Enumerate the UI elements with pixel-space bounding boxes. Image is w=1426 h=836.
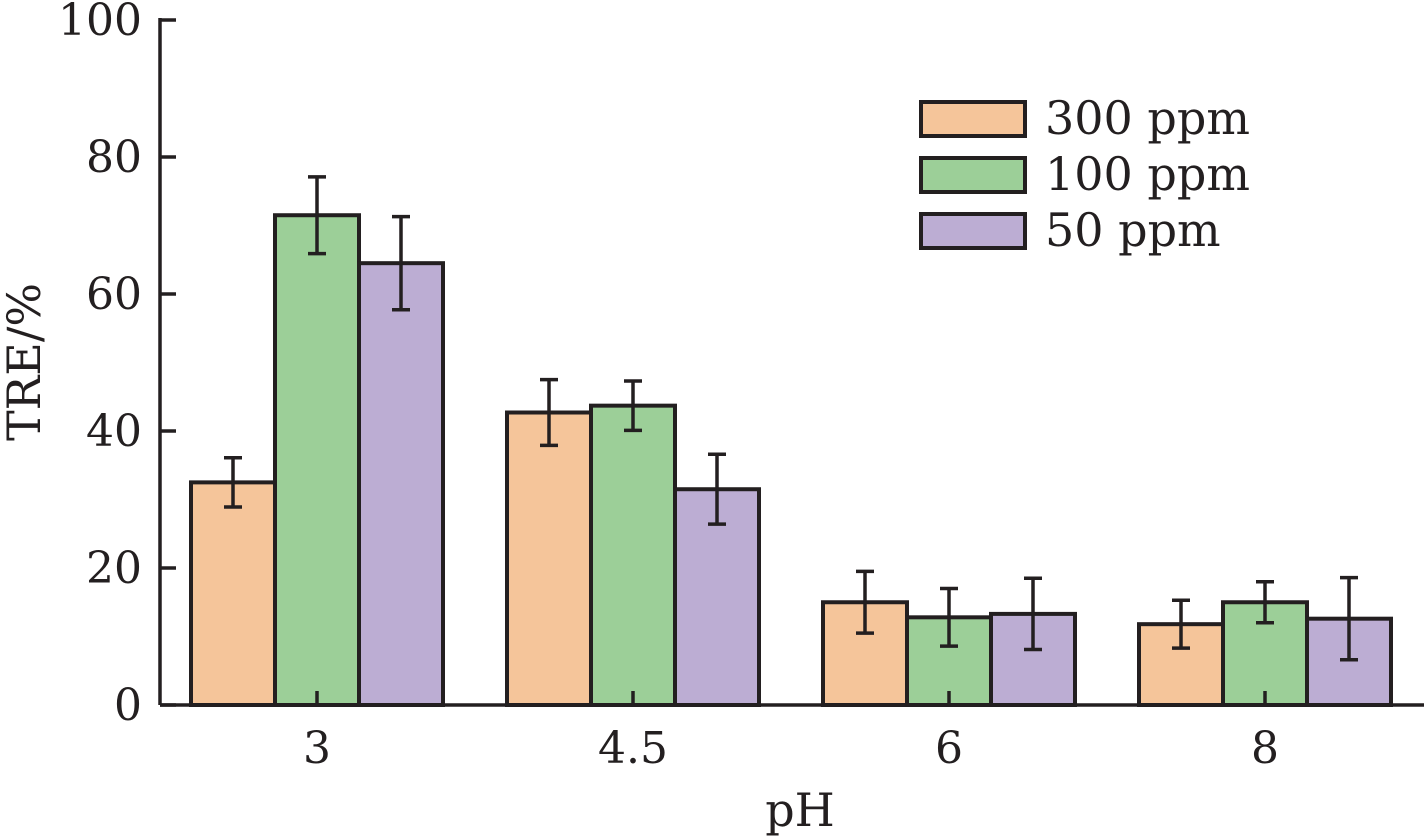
error-bar-100-ppm-ph-3 — [308, 175, 326, 256]
bars-layer — [189, 213, 1393, 708]
error-bar-100-ppm-ph-6 — [940, 586, 958, 648]
error-bar-50-ppm-ph-4.5 — [708, 452, 726, 526]
x-axis-title: pH — [765, 783, 835, 836]
legend-item-100-ppm: 100 ppm — [919, 147, 1250, 201]
legend-swatch — [919, 100, 1027, 138]
legend-swatch — [919, 156, 1027, 194]
x-tick-label: 4.5 — [598, 723, 668, 774]
error-bar-50-ppm-ph-3 — [392, 214, 410, 312]
error-bar-100-ppm-ph-4.5 — [624, 379, 642, 433]
x-tick-label: 6 — [935, 723, 963, 774]
legend-swatch — [919, 212, 1027, 250]
bar-50-ppm-ph-3 — [357, 261, 445, 707]
legend-label: 100 ppm — [1045, 147, 1250, 201]
y-tick-label: 40 — [86, 406, 142, 457]
legend-label: 50 ppm — [1045, 203, 1221, 257]
x-tick-label: 8 — [1251, 723, 1279, 774]
legend-item-300-ppm: 300 ppm — [919, 91, 1250, 145]
bar-300-ppm-ph-4.5 — [505, 410, 593, 707]
y-tick-label: 60 — [86, 269, 142, 320]
legend-label: 300 ppm — [1045, 91, 1250, 145]
error-bar-300-ppm-ph-3 — [224, 455, 242, 509]
error-bar-300-ppm-ph-4.5 — [540, 377, 558, 448]
axes-layer: 0 20 40 60 80 100 3 4.5 6 8 — [58, 0, 1424, 774]
error-bar-300-ppm-ph-6 — [856, 569, 874, 635]
error-bar-300-ppm-ph-8 — [1172, 598, 1190, 650]
error-bar-100-ppm-ph-8 — [1256, 579, 1274, 625]
bar-300-ppm-ph-3 — [189, 480, 277, 707]
bar-50-ppm-ph-6 — [989, 611, 1077, 708]
y-axis-title: TRE/% — [0, 283, 51, 441]
y-tick-label: 20 — [86, 543, 142, 594]
bar-100-ppm-ph-4.5 — [589, 403, 677, 707]
y-tick-label: 100 — [58, 0, 142, 46]
error-bars-layer — [224, 175, 1358, 662]
error-bar-50-ppm-ph-6 — [1024, 576, 1042, 652]
x-tick-label: 3 — [303, 723, 331, 774]
legend-item-50-ppm: 50 ppm — [919, 203, 1221, 257]
y-tick-label: 0 — [114, 680, 142, 731]
bar-100-ppm-ph-3 — [273, 213, 361, 707]
y-tick-label: 80 — [86, 132, 142, 183]
error-bar-50-ppm-ph-8 — [1340, 575, 1358, 662]
